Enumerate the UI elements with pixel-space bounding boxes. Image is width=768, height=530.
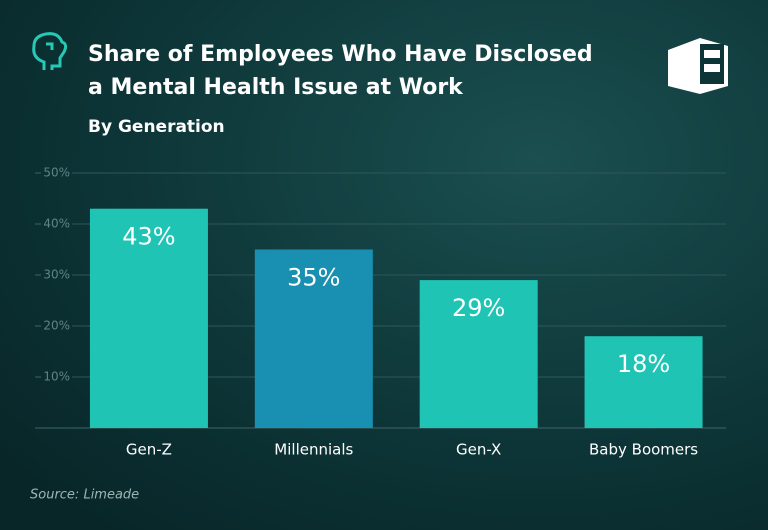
- value-label: 35%: [287, 264, 340, 292]
- logo-icon: [668, 38, 728, 94]
- value-label: 18%: [617, 350, 670, 378]
- brain-icon: [32, 32, 68, 70]
- chart-subtitle: By Generation: [88, 117, 225, 137]
- bar: [254, 249, 373, 428]
- y-tick-label: 40%: [43, 217, 70, 231]
- bar: [89, 208, 208, 428]
- y-tick-label: 10%: [43, 370, 70, 384]
- source: Source: Limeade: [30, 488, 139, 503]
- chart-title: Share of Employees Who Have Disclosed: [88, 42, 593, 67]
- y-tick-label: 50%: [43, 166, 70, 180]
- x-tick-label: Baby Boomers: [589, 441, 698, 459]
- bar: [419, 280, 538, 428]
- y-tick-label: 20%: [43, 319, 70, 333]
- chart-title: a Mental Health Issue at Work: [88, 75, 464, 100]
- value-label: 43%: [122, 223, 175, 251]
- x-tick-label: Millennials: [274, 441, 353, 459]
- bar: [584, 336, 703, 428]
- y-tick-label: 30%: [43, 268, 70, 282]
- value-label: 29%: [452, 294, 505, 322]
- x-tick-label: Gen-Z: [126, 441, 172, 459]
- x-tick-label: Gen-X: [456, 441, 501, 459]
